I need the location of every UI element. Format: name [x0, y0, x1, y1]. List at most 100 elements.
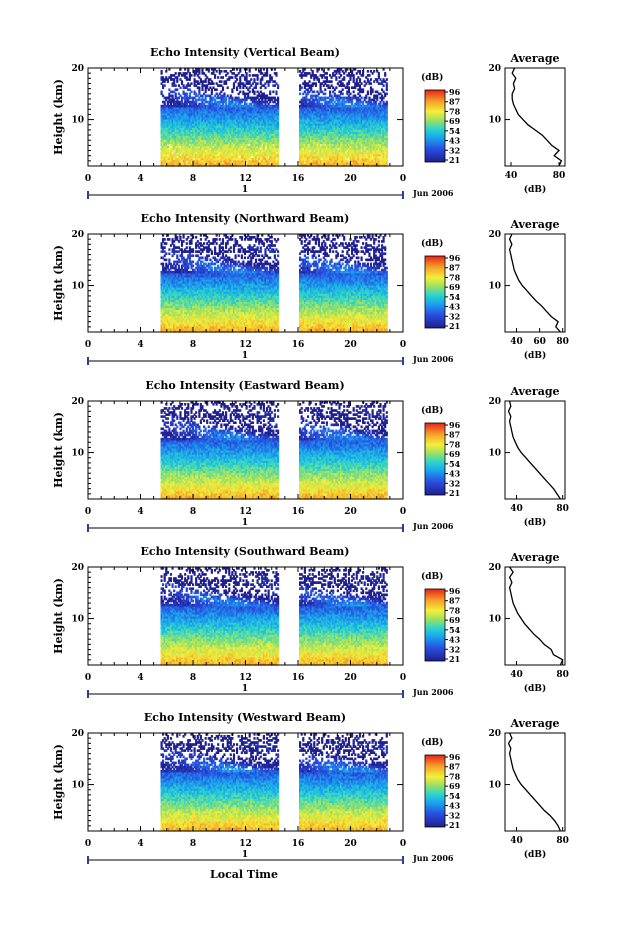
average-x-label: (dB)	[524, 184, 546, 195]
heatmap-cell	[181, 80, 183, 83]
heatmap-cell	[249, 91, 251, 94]
colorbar-unit: (dB)	[421, 72, 443, 83]
heatmap-cell	[367, 70, 369, 73]
heatmap-cell	[161, 70, 163, 73]
x-tick-label: 12	[239, 174, 252, 184]
heatmap-cell	[342, 88, 344, 91]
heatmap-cell	[348, 86, 350, 89]
heatmap-cell	[223, 93, 225, 96]
heatmap-cell	[271, 76, 273, 79]
heatmap-cell	[386, 78, 388, 81]
heatmap-cell	[179, 86, 181, 89]
heatmap-cell	[222, 76, 224, 79]
y-tick-label: 10	[71, 116, 84, 126]
heatmap-cell	[342, 93, 344, 96]
heatmap-cell	[217, 76, 219, 79]
heatmap-cell	[186, 93, 188, 96]
heatmap-cell	[361, 97, 363, 100]
average-x-tick-label: 80	[553, 171, 566, 181]
heatmap-cell	[175, 84, 177, 87]
y-tick-label: 20	[71, 64, 84, 74]
heatmap-cell	[349, 93, 351, 96]
heatmap-cell	[368, 74, 370, 77]
heatmap-cell	[275, 91, 277, 94]
heatmap-cell	[175, 72, 177, 75]
heatmap-cell	[231, 76, 233, 79]
heatmap-cell	[249, 74, 251, 77]
heatmap-cell	[299, 93, 301, 96]
heatmap-cell	[250, 78, 252, 81]
heatmap-cell	[212, 82, 214, 85]
heatmap-cell	[190, 91, 192, 94]
heatmap-cell	[216, 70, 218, 73]
colorbar-tick-label: 69	[449, 116, 461, 126]
panel-1: Echo Intensity (Vertical Beam) Height (km…	[52, 46, 565, 199]
heatmap-cell	[313, 91, 315, 94]
heatmap-cell	[318, 78, 320, 81]
heatmap-cell	[190, 82, 192, 85]
average-x-tick-label: 40	[505, 171, 518, 181]
x-tick-label: 0	[85, 174, 91, 184]
colorbar-tick-label: 43	[449, 136, 461, 146]
heatmap-cell	[353, 91, 355, 94]
panel-2: Echo Intensity (Northward Beam)Height (k…	[52, 212, 569, 365]
heatmap-cell	[373, 70, 375, 73]
heatmap-cell	[309, 80, 311, 83]
heatmap-cell	[175, 93, 177, 96]
heatmap-cell	[343, 76, 345, 79]
heatmap-cell	[386, 101, 388, 104]
panel-title: Echo Intensity (Northward Beam)	[141, 212, 350, 225]
x-tick-label: 0	[400, 174, 406, 184]
colorbar-tick-label: 96	[449, 87, 461, 97]
heatmap-cell	[214, 74, 216, 77]
heatmap-cell	[335, 86, 337, 89]
heatmap-cell	[277, 97, 279, 100]
x-tick-label: 4	[137, 174, 143, 184]
heatmap-cell	[253, 78, 255, 81]
heatmap-cell	[324, 93, 326, 96]
average-y-tick-label: 10	[488, 116, 501, 126]
x-tick-label: 20	[344, 174, 357, 184]
heatmap-cell	[239, 91, 241, 94]
colorbar-tick-label: 54	[449, 126, 461, 136]
heatmap-cell	[326, 76, 328, 79]
average-y-tick-label: 20	[488, 64, 501, 74]
heatmap-cell	[335, 76, 337, 79]
day-label: 1	[242, 185, 248, 195]
heatmap-cell	[359, 78, 361, 81]
heatmap-cell	[362, 88, 364, 91]
heatmap-cell	[190, 74, 192, 77]
colorbar	[425, 90, 445, 162]
heatmap-cell	[161, 91, 163, 94]
panel-title: Echo Intensity (Vertical Beam)	[150, 46, 340, 59]
heatmap-cell	[172, 95, 174, 98]
heatmap-cell	[384, 72, 386, 75]
heatmap-cells	[161, 68, 388, 167]
heatmap-cell	[275, 72, 277, 75]
y-axis-label: Height (km)	[52, 79, 65, 155]
heatmap-cell	[353, 74, 355, 77]
heatmap-cell	[383, 84, 385, 87]
heatmap-cell	[236, 78, 238, 81]
heatmap-cell	[176, 88, 178, 91]
heatmap-cell	[340, 74, 342, 77]
heatmap-cell	[370, 82, 372, 85]
average-title: Average	[509, 52, 559, 65]
heatmap-cell	[315, 82, 317, 85]
heatmap-cell	[372, 88, 374, 91]
heatmap-cell	[220, 70, 222, 73]
x-tick-label: 16	[292, 174, 305, 184]
heatmap-cell	[324, 88, 326, 91]
colorbar-tick-label: 21	[449, 155, 460, 165]
heatmap-cell	[222, 86, 224, 89]
heatmap-cell	[227, 86, 229, 89]
heatmap-cell	[386, 93, 388, 96]
colorbar-tick-label: 32	[449, 145, 460, 155]
heatmap-cell	[269, 91, 271, 94]
heatmap-cell	[359, 70, 361, 73]
colorbar-tick-label: 78	[449, 106, 461, 116]
average-profile-line	[512, 68, 561, 166]
heatmap-cell	[326, 72, 328, 75]
heatmap-cell	[227, 72, 229, 75]
